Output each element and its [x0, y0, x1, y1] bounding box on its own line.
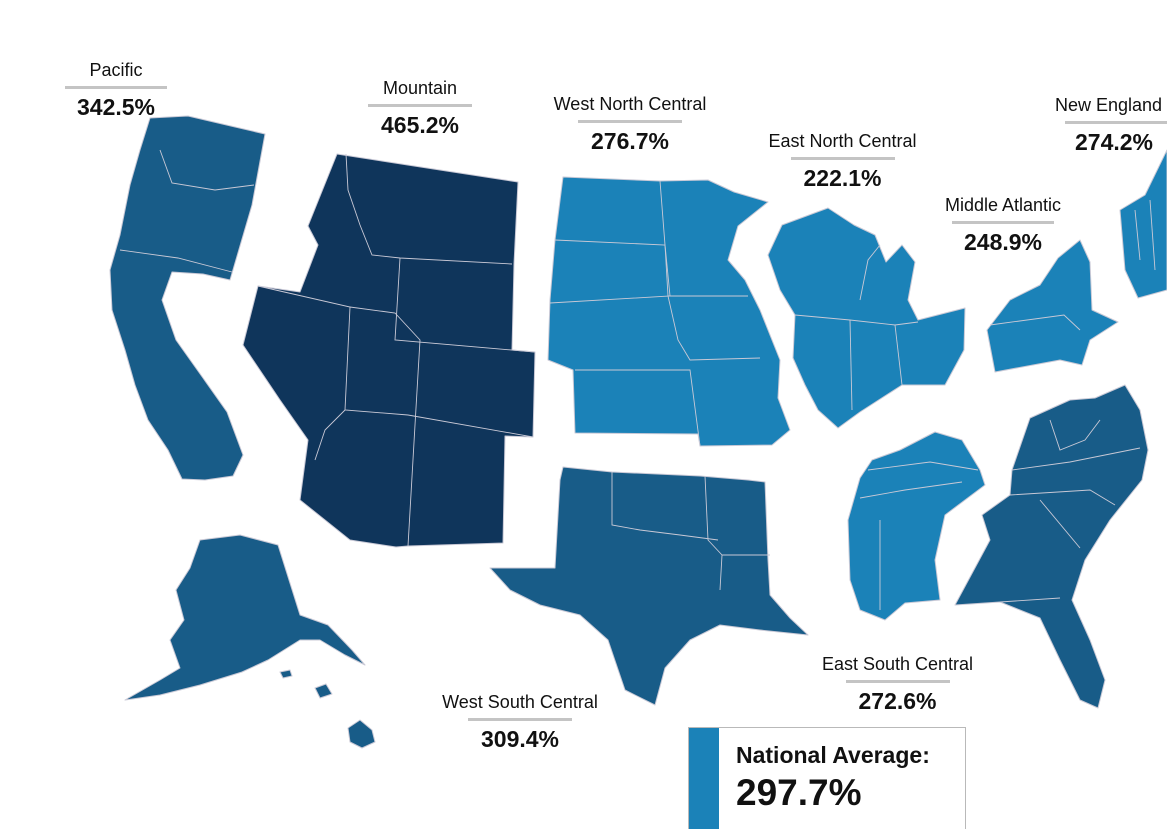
label-rule [790, 157, 895, 160]
region-pacific-shape [109, 115, 266, 481]
label-rule [952, 221, 1054, 224]
region-west-north-central-shape [547, 176, 791, 447]
region-name: East South Central [821, 654, 974, 674]
region-value: 465.2% [380, 112, 459, 138]
region-east-south-central-shape [847, 431, 986, 621]
label-west-north-central: West North Central 276.7% [525, 94, 735, 155]
national-average-legend: National Average: 297.7% [688, 727, 966, 829]
region-name: West North Central [553, 94, 707, 114]
region-middle-atlantic-shape [986, 239, 1119, 373]
hawaii-island-shape [314, 683, 333, 699]
region-value: 276.7% [590, 128, 669, 154]
region-name: New England [1055, 95, 1163, 115]
region-value: 272.6% [858, 688, 937, 714]
region-west-south-central-shape [489, 466, 809, 706]
label-middle-atlantic: Middle Atlantic 248.9% [922, 195, 1084, 256]
label-rule [65, 86, 167, 89]
label-west-south-central: West South Central 309.4% [415, 692, 625, 753]
label-east-north-central: East North Central 222.1% [740, 131, 945, 192]
legend-swatch [689, 728, 719, 829]
region-value: 222.1% [803, 165, 882, 191]
alaska-shape [124, 534, 366, 701]
region-name: West South Central [442, 692, 598, 712]
hawaii-island-small-shape [279, 669, 293, 679]
region-south-atlantic-shape [954, 384, 1149, 709]
label-rule [845, 680, 950, 683]
region-value: 309.4% [480, 726, 559, 752]
label-rule [1065, 121, 1167, 124]
legend-title: National Average: [736, 742, 930, 768]
region-value: 274.2% [1075, 129, 1154, 155]
label-rule [578, 120, 682, 123]
region-east-north-central-shape [767, 207, 966, 429]
label-rule [468, 718, 572, 721]
region-new-england-shape [1119, 149, 1167, 299]
label-rule [368, 104, 472, 107]
region-name: Middle Atlantic [944, 195, 1062, 215]
region-name: Mountain [382, 78, 458, 98]
region-value: 342.5% [76, 94, 155, 120]
region-mountain-shape [242, 153, 536, 548]
region-name: Pacific [89, 60, 143, 80]
label-east-south-central: East South Central 272.6% [795, 654, 1000, 715]
label-pacific: Pacific 342.5% [56, 60, 176, 121]
region-name: East North Central [768, 131, 917, 151]
region-value: 248.9% [963, 229, 1042, 255]
label-mountain: Mountain 465.2% [350, 78, 490, 139]
label-new-england: New England 274.2% [1055, 95, 1167, 156]
hawaii-shape [347, 719, 376, 749]
legend-value: 297.7% [736, 772, 862, 813]
